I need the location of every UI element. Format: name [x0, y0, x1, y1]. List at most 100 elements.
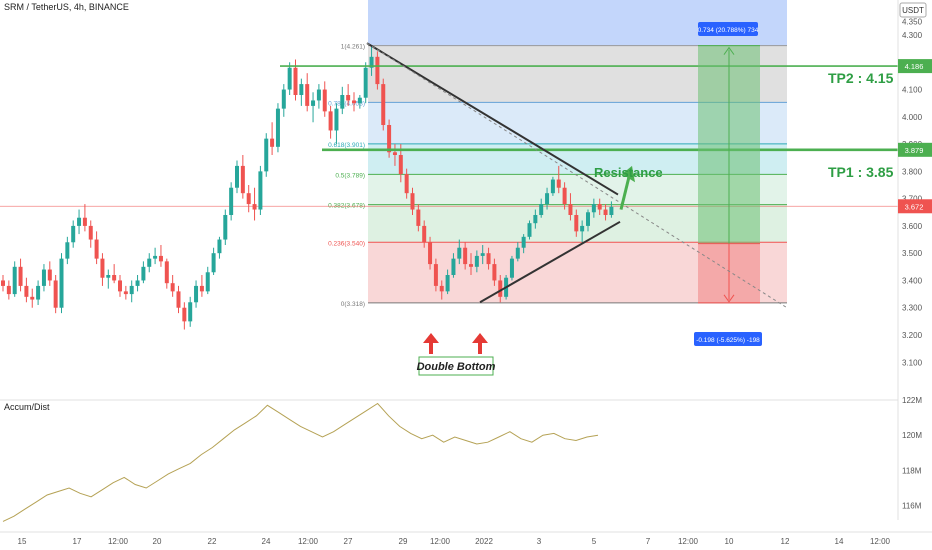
measure-up-arrowhead: [723, 46, 735, 55]
candle-body: [211, 253, 216, 273]
candle-body: [47, 269, 52, 281]
price-badge-label: 3.879: [905, 146, 924, 155]
candle-body: [118, 280, 122, 292]
candle-body: [176, 291, 181, 308]
candle-body: [270, 138, 275, 147]
y-tick-label: 4.000: [902, 113, 923, 122]
measure-top-badge: 0.734 (20.788%) 734: [698, 22, 759, 36]
candle-body: [135, 280, 140, 286]
candle-body: [264, 138, 269, 172]
candle-body: [562, 187, 567, 205]
price-badge: [898, 142, 932, 157]
candle-body: [509, 258, 514, 278]
candle-body: [240, 165, 245, 194]
candle-body: [492, 264, 497, 281]
fib-level-label: 0.236(3.540): [328, 240, 365, 247]
x-tick-label: 2022: [475, 537, 493, 546]
candle-body: [153, 255, 158, 259]
x-tick-label: 14: [835, 537, 844, 546]
candle-body: [194, 285, 199, 303]
candle-body: [392, 152, 397, 155]
candle-body: [293, 67, 298, 95]
candle-body: [30, 296, 35, 300]
x-tick-label: 27: [344, 537, 353, 546]
descending-trendline: [366, 42, 619, 196]
candle-body: [591, 204, 596, 213]
y-tick-label: 4.350: [902, 17, 923, 26]
candle-body: [375, 56, 380, 85]
indicator-y-tick-label: 122M: [902, 396, 922, 405]
candle-body: [129, 285, 134, 295]
candle-body: [123, 291, 128, 295]
candle-body: [100, 258, 105, 278]
y-tick-label: 4.300: [902, 31, 923, 40]
x-tick-label: 29: [399, 537, 408, 546]
candle-body: [521, 236, 526, 248]
price-badge: [898, 199, 932, 214]
breakout-arrow-shaft: [619, 172, 632, 210]
candle-body: [287, 67, 292, 90]
currency-badge[interactable]: USDT: [899, 2, 927, 18]
candle-body: [252, 204, 257, 210]
x-tick-label: 3: [537, 537, 542, 546]
candle-body: [463, 247, 468, 265]
candle-body: [550, 179, 555, 194]
candle-body: [299, 84, 304, 95]
accum-dist-pane: 122M 120M 118M 116M: [2, 396, 922, 522]
candle-body: [71, 225, 76, 243]
candle-body: [334, 108, 339, 131]
candle-body: [18, 266, 23, 286]
candle-body: [363, 67, 368, 98]
candle-body: [486, 253, 491, 265]
candle-body: [609, 206, 614, 215]
tp2-label: TP2 : 4.15: [828, 70, 894, 86]
x-tick-label: 12:00: [678, 537, 699, 546]
y-tick-label: 3.800: [902, 167, 923, 176]
candle-body: [205, 272, 210, 292]
candle-body: [41, 269, 46, 286]
candle-body: [574, 215, 579, 232]
candle-body: [94, 239, 99, 259]
candle-body: [188, 302, 193, 322]
candle-body: [88, 225, 93, 240]
y-tick-label: 3.100: [902, 358, 923, 367]
drawing-layer: [280, 42, 898, 354]
candle-body: [6, 285, 11, 295]
candle-body: [65, 242, 70, 259]
symbol-title: SRM / TetherUS, 4h, BINANCE: [4, 2, 129, 12]
candle-body: [457, 247, 462, 259]
candle-body: [170, 283, 175, 292]
candle-body: [328, 111, 333, 131]
candle-body: [346, 95, 351, 101]
candle-body: [36, 285, 41, 300]
candle-body: [82, 217, 87, 226]
candle-body: [480, 253, 485, 256]
candle-body: [258, 171, 263, 210]
indicator-y-tick-label: 120M: [902, 431, 922, 440]
y-tick-label: 4.100: [902, 86, 923, 95]
candle-body: [539, 204, 544, 215]
y-tick-label: 3.300: [902, 304, 923, 313]
tp1-label: TP1 : 3.85: [828, 164, 894, 180]
x-tick-label: 12:00: [108, 537, 129, 546]
y-tick-label: 3.700: [902, 195, 923, 204]
x-tick-label: 17: [73, 537, 82, 546]
candle-body: [533, 215, 538, 224]
x-tick-label: 5: [592, 537, 597, 546]
candle-body: [357, 97, 362, 104]
candle-body: [603, 209, 608, 215]
candle-body: [474, 255, 479, 267]
candle-body: [387, 125, 392, 153]
candle-body: [381, 84, 386, 125]
candle-body: [53, 280, 58, 308]
candle-body: [1, 280, 5, 286]
candle-body: [223, 215, 228, 240]
candle-body: [545, 193, 550, 205]
candle-body: [217, 239, 222, 254]
candle-body: [527, 223, 532, 237]
candle-body: [77, 217, 82, 226]
indicator-y-tick-label: 116M: [902, 502, 922, 511]
candle-body: [316, 89, 321, 101]
measure-bottom-label: -0.198 (-5.625%) -198: [696, 337, 760, 344]
